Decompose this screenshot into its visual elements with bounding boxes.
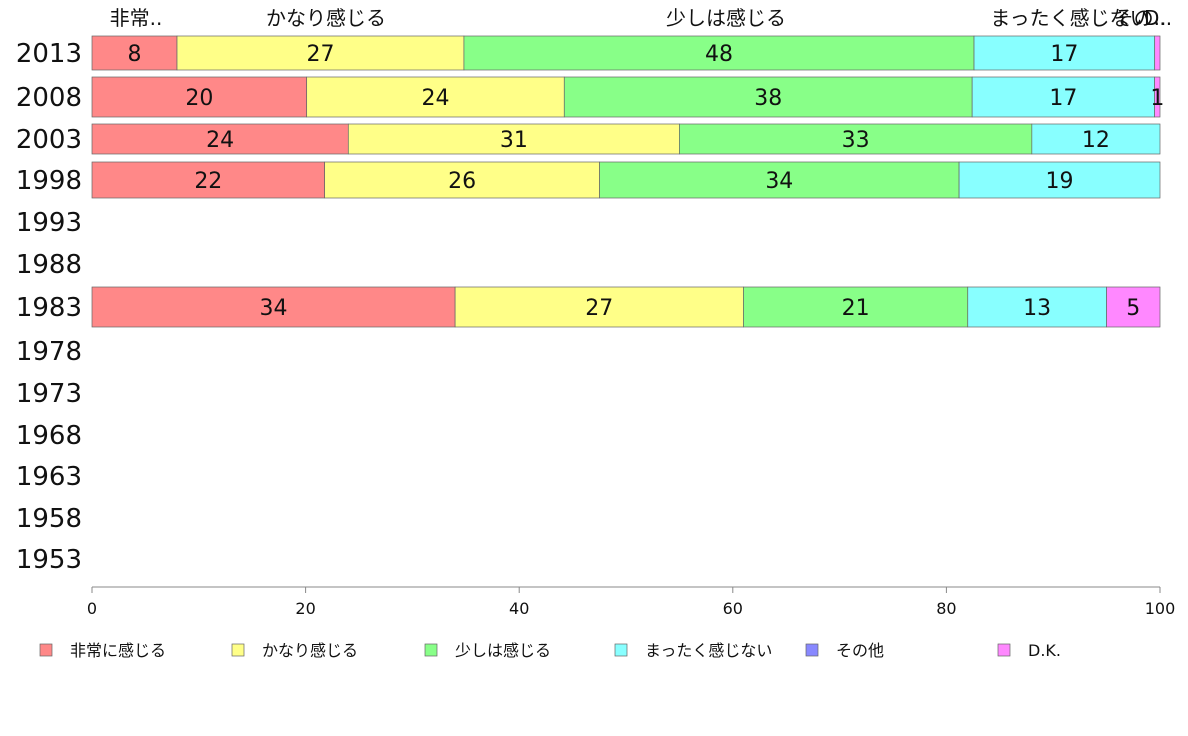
- legend-swatch-5: [997, 643, 1011, 657]
- bar-label-2013-3: 17: [1050, 42, 1078, 67]
- bar-label-2008-2: 38: [754, 86, 782, 111]
- bar-2013-seg-0: [91, 35, 178, 71]
- bar-label-1983-1: 27: [585, 296, 613, 321]
- top-series-label-1: かなり感じる: [266, 6, 386, 30]
- bar-label-1998-1: 26: [448, 169, 476, 194]
- bar-2013-seg-2: [463, 35, 975, 71]
- legend-swatch-4: [805, 643, 819, 657]
- year-label-1958: 1958: [16, 504, 82, 534]
- bar-1998-seg-3: [958, 161, 1161, 199]
- bar-label-2008-0: 20: [185, 86, 213, 111]
- year-label-1968: 1968: [16, 421, 82, 451]
- year-label-1988: 1988: [16, 250, 82, 280]
- x-tick-label-20: 20: [295, 599, 315, 618]
- bar-label-2008-3: 17: [1049, 86, 1077, 111]
- top-series-label-3: まったく感じない: [990, 6, 1149, 30]
- x-tick-label-0: 0: [87, 599, 97, 618]
- bar-label-2003-0: 24: [206, 128, 234, 153]
- top-series-label-5: D..: [1144, 6, 1172, 30]
- bar-2013-seg-1: [176, 35, 465, 71]
- bar-1998-seg-2: [599, 161, 960, 199]
- bar-label-2013-1: 27: [306, 42, 334, 67]
- bar-label-1998-2: 34: [765, 169, 793, 194]
- bar-2003-seg-3: [1031, 123, 1161, 155]
- bar-label-2008-1: 24: [421, 86, 449, 111]
- bar-2003-seg-1: [347, 123, 680, 155]
- x-tick-label-100: 100: [1145, 599, 1176, 618]
- bar-1983-seg-2: [743, 286, 969, 328]
- bar-label-1998-3: 19: [1046, 169, 1074, 194]
- bar-2008-seg-1: [306, 76, 565, 118]
- top-series-label-2: 少しは感じる: [666, 6, 786, 30]
- year-label-1953: 1953: [16, 545, 82, 575]
- bar-1998-seg-0: [91, 161, 325, 199]
- top-series-label-0: 非常..: [110, 6, 163, 30]
- year-label-1963: 1963: [16, 462, 82, 492]
- year-label-2013: 2013: [16, 39, 82, 69]
- legend-swatch-3: [614, 643, 628, 657]
- bar-2008-seg-2: [563, 76, 973, 118]
- bar-2013-seg-5: [1154, 35, 1161, 71]
- legend-label-0: 非常に感じる: [70, 641, 166, 660]
- bar-label-1983-3: 13: [1023, 296, 1051, 321]
- bar-label-2003-3: 12: [1082, 128, 1110, 153]
- bar-label-2003-1: 31: [500, 128, 528, 153]
- year-label-1973: 1973: [16, 379, 82, 409]
- x-tick-label-80: 80: [936, 599, 956, 618]
- top-series-label-4: その..: [1114, 6, 1167, 30]
- bar-label-2003-2: 33: [842, 128, 870, 153]
- year-label-1998: 1998: [16, 166, 82, 196]
- bar-1983-seg-5: [1106, 286, 1161, 328]
- year-label-1993: 1993: [16, 208, 82, 238]
- legend-label-5: D.K.: [1028, 641, 1061, 660]
- x-tick-label-40: 40: [509, 599, 529, 618]
- bar-label-1983-0: 34: [260, 296, 288, 321]
- year-label-1983: 1983: [16, 293, 82, 323]
- bar-2008-seg-0: [91, 76, 308, 118]
- bar-2003-seg-2: [679, 123, 1033, 155]
- bar-1998-seg-1: [324, 161, 600, 199]
- bar-label-2008-5: 1: [1150, 86, 1164, 111]
- bar-label-1983-5: 5: [1126, 296, 1140, 321]
- legend-label-3: まったく感じない: [645, 641, 772, 660]
- bar-label-2013-0: 8: [128, 42, 142, 67]
- bar-2013-seg-3: [973, 35, 1156, 71]
- bar-2003-seg-0: [91, 123, 349, 155]
- legend-swatch-0: [39, 643, 53, 657]
- year-label-2008: 2008: [16, 83, 82, 113]
- bar-label-1998-0: 22: [194, 169, 222, 194]
- year-label-2003: 2003: [16, 125, 82, 155]
- year-label-1978: 1978: [16, 337, 82, 367]
- legend-swatch-1: [231, 643, 245, 657]
- bar-label-1983-2: 21: [842, 296, 870, 321]
- bar-label-2013-2: 48: [705, 42, 733, 67]
- legend-label-2: 少しは感じる: [455, 641, 551, 660]
- legend-label-1: かなり感じる: [262, 641, 358, 660]
- x-tick-label-60: 60: [723, 599, 743, 618]
- bar-1983-seg-1: [454, 286, 744, 328]
- bar-2008-seg-5: [1154, 76, 1161, 118]
- bar-2008-seg-3: [971, 76, 1155, 118]
- legend-label-4: その他: [836, 641, 884, 660]
- legend-swatch-2: [424, 643, 438, 657]
